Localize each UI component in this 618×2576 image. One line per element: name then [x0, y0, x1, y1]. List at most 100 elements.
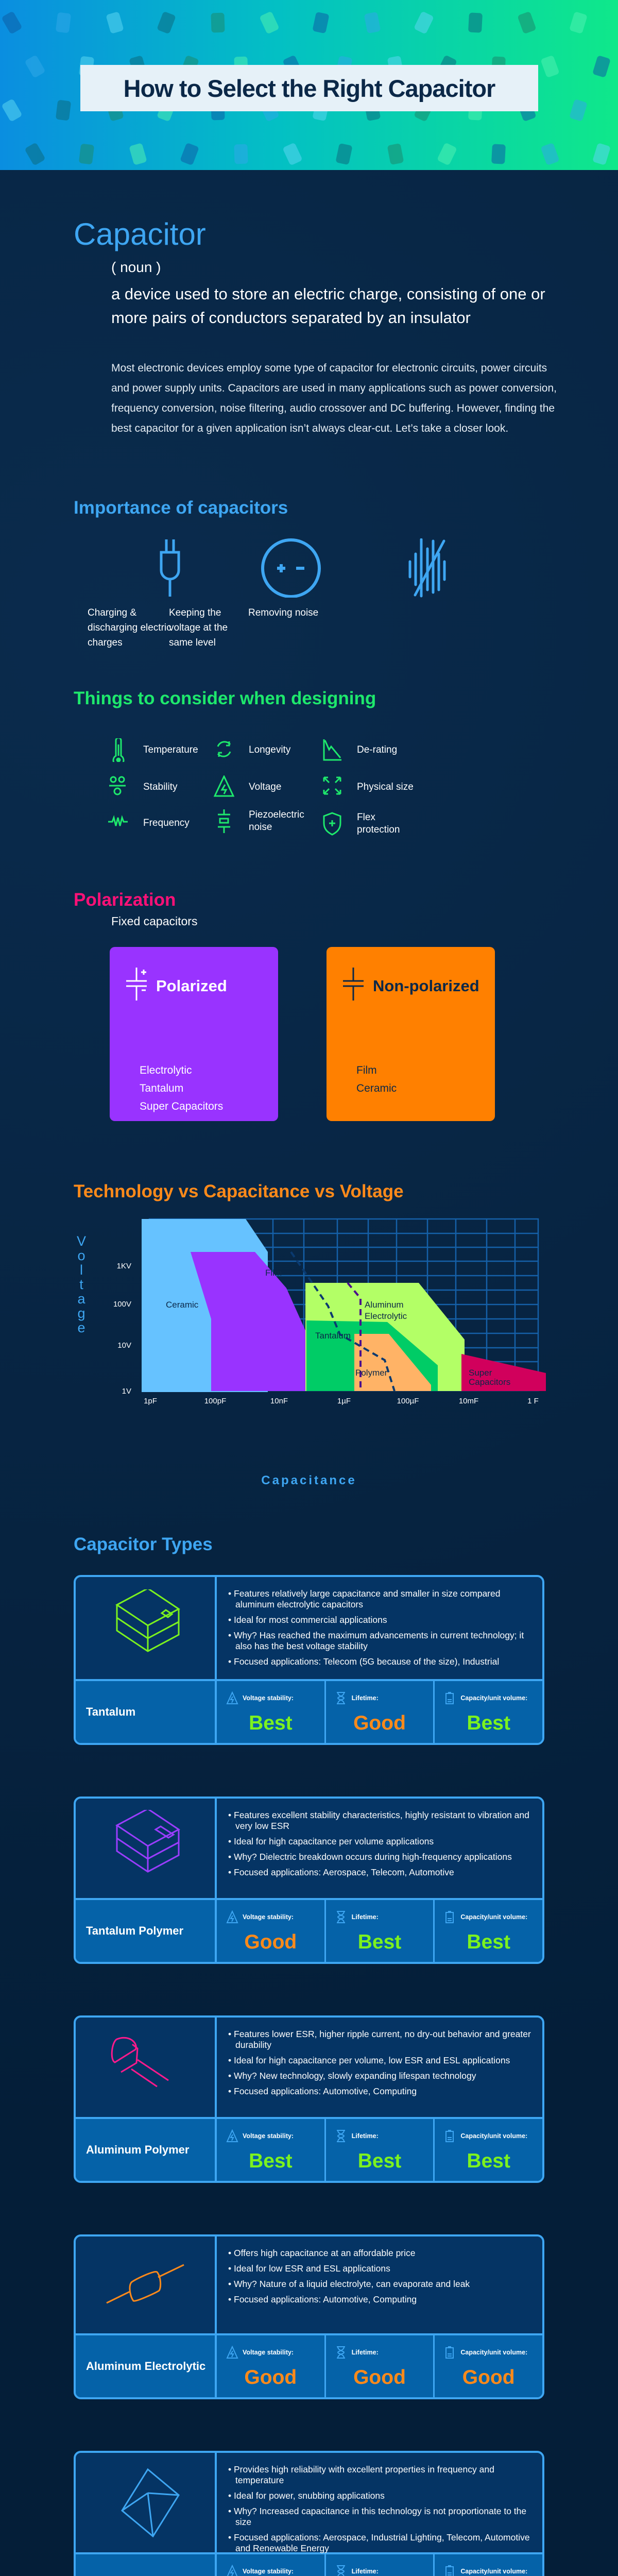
polarization-subtitle: Fixed capacitors [111, 914, 198, 928]
importance-item: Charging & discharging electric charges [88, 607, 171, 648]
hero-banner: How to Select the Right Capacitor [0, 0, 618, 170]
svg-text:10mF: 10mF [459, 1397, 478, 1405]
svg-text:1 F: 1 F [527, 1397, 539, 1405]
metric-label: Lifetime: [351, 1913, 379, 1921]
non-polarized-card: Non-polarized Film Ceramic [327, 947, 495, 1121]
non-polarized-capacitor-icon [342, 968, 366, 1005]
metric-value: Best [249, 1712, 293, 1734]
svg-text:Electrolytic: Electrolytic [365, 1311, 407, 1321]
hourglass-icon [336, 2346, 345, 2359]
metric-capacity: Capacity/unit volume: Good [433, 2335, 542, 2397]
metric-value: Best [357, 1931, 402, 1953]
consideration-label: Voltage [249, 782, 282, 792]
derating-chart-icon [322, 738, 342, 762]
consideration-item: Temperature [108, 738, 211, 762]
bullet-item: Ideal for most commercial applications [228, 1615, 533, 1625]
metric-value: Good [244, 2366, 297, 2388]
bullet-item: Ideal for high capacitance per volume, l… [228, 2055, 533, 2066]
svg-text:Voltage: Voltage [77, 1233, 86, 1335]
metric-label: Lifetime: [351, 2132, 379, 2140]
consideration-item: Voltage [214, 775, 317, 799]
thermometer-icon [108, 738, 129, 762]
svg-text:1µF: 1µF [337, 1397, 351, 1405]
capacitor-card: Features lower ESR, higher ripple curren… [74, 2015, 544, 2183]
bullet-item: Features excellent stability characteris… [228, 1810, 533, 1832]
bullet-item: Focused applications: Telecom (5G becaus… [228, 1656, 533, 1667]
metric-capacity: Capacity/unit volume: Best [433, 1681, 542, 1743]
svg-text:Super: Super [469, 1368, 492, 1378]
consideration-item: Frequency [108, 811, 211, 835]
bullet-item: Ideal for high capacitance per volume ap… [228, 1836, 533, 1847]
polarized-capacitor-icon [125, 968, 149, 1005]
capacitor-name: Aluminum Electrolytic [76, 2335, 217, 2397]
svg-text:100pF: 100pF [204, 1397, 227, 1405]
bullet-item: Why? Dielectric breakdown occurs during … [228, 1852, 533, 1862]
definition-term: Capacitor [74, 217, 206, 251]
list-item: Ceramic [356, 1082, 397, 1094]
list-item: Electrolytic [140, 1064, 192, 1076]
battery-icon [445, 2130, 454, 2142]
bullet-item: Why? Nature of a liquid electrolyte, can… [228, 2279, 533, 2290]
metric-voltage: Voltage stability: Good [217, 2335, 324, 2397]
bullet-item: Focused applications: Automotive, Comput… [228, 2086, 533, 2097]
metric-value: Best [467, 2150, 510, 2172]
metric-capacity: Capacity/unit volume: Better [433, 2554, 542, 2576]
importance-item: Removing noise [248, 607, 319, 618]
high-voltage-icon [226, 2129, 238, 2142]
polarized-card: Polarized Electrolytic Tantalum Super Capa… [110, 947, 278, 1121]
radial-can-icon [76, 2018, 217, 2117]
bullet-item: Focused applications: Aerospace, Telecom… [228, 1867, 533, 1878]
capacitor-name: Tantalum Polymer [76, 1900, 217, 1962]
svg-text:Aluminum: Aluminum [365, 1300, 404, 1310]
metric-value: Good [462, 2366, 515, 2388]
capacitor-card: Offers high capacitance at an affordable… [74, 2234, 544, 2399]
axial-capacitor-icon [76, 2236, 217, 2333]
consideration-label: Longevity [249, 744, 291, 755]
metric-value: Good [244, 1931, 297, 1953]
consideration-label: Temperature [143, 744, 198, 755]
consideration-item: Piezoelectric noise [214, 809, 317, 834]
svg-text:Polymer: Polymer [355, 1368, 388, 1378]
piezo-icon [214, 809, 234, 833]
metric-voltage: Voltage stability: Best [217, 1681, 324, 1743]
svg-text:100V: 100V [113, 1300, 131, 1309]
metric-capacity: Capacity/unit volume: Best [433, 2119, 542, 2181]
noise-off-icon [252, 538, 458, 600]
hourglass-icon [336, 2565, 345, 2576]
consideration-item: Physical size [322, 775, 425, 799]
polarized-label: Polarized [156, 977, 227, 995]
metric-label: Lifetime: [351, 1694, 379, 1702]
metric-voltage: Voltage stability: Good [217, 2554, 324, 2576]
metric-value: Best [249, 2150, 293, 2172]
metric-label: Voltage stability: [243, 2568, 294, 2575]
battery-icon [445, 1911, 454, 1923]
metric-lifetime: Lifetime: Best [324, 2119, 434, 2181]
metric-lifetime: Lifetime: Good [324, 1681, 434, 1743]
metric-lifetime: Lifetime: Best [324, 2554, 434, 2576]
expand-arrows-icon [322, 775, 342, 799]
svg-text:100µF: 100µF [397, 1397, 419, 1405]
capacitor-name: Tantalum [76, 1681, 217, 1743]
list-item: Film [356, 1064, 377, 1076]
non-polarized-label: Non-polarized [373, 977, 479, 995]
metric-value: Best [467, 1712, 510, 1734]
consideration-item: Longevity [214, 738, 317, 762]
metric-value: Best [357, 2150, 402, 2172]
bullet-item: Provides high reliability with excellent… [228, 2464, 533, 2486]
technology-chart: Ceramic Film Aluminum Electrolytic Tantalu… [0, 1211, 618, 1489]
definition-meaning: a device used to store an electric charg… [111, 285, 545, 327]
battery-icon [445, 2565, 454, 2576]
metric-label: Lifetime: [351, 2349, 379, 2356]
bullet-item: Ideal for power, snubbing applications [228, 2490, 533, 2501]
shield-plus-icon [322, 812, 342, 836]
svg-text:Film: Film [265, 1268, 282, 1278]
metric-label: Voltage stability: [243, 1694, 294, 1702]
hourglass-icon [336, 2130, 345, 2142]
metric-capacity: Capacity/unit volume: Best [433, 1900, 542, 1962]
plug-icon [160, 538, 180, 600]
consideration-item: Stability [108, 775, 211, 799]
metric-label: Voltage stability: [243, 2349, 294, 2356]
stability-icon [108, 775, 129, 799]
x-axis-label: Capacitance [261, 1473, 357, 1487]
battery-icon [445, 2346, 454, 2359]
